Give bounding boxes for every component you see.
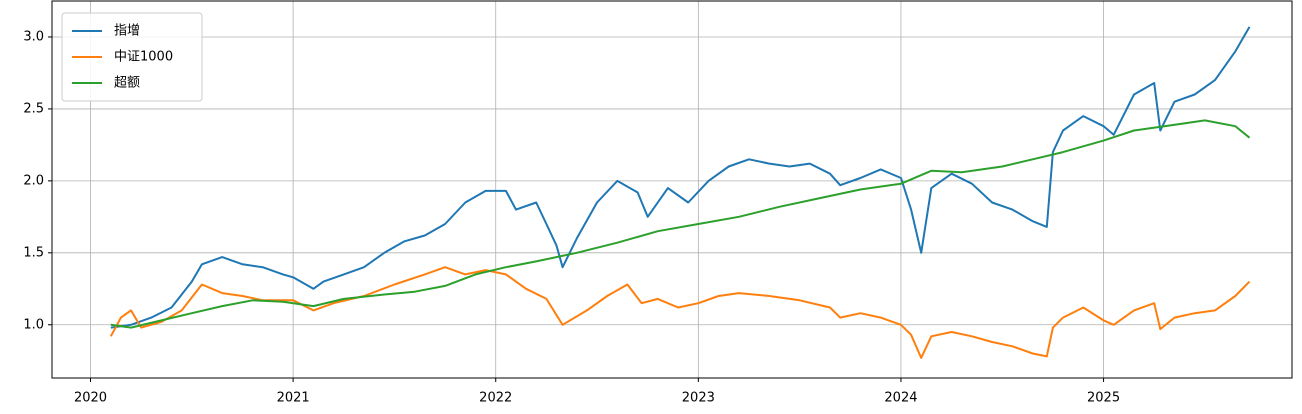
series-line [109,266,1251,359]
y-tick-label: 1.5 [23,245,44,260]
legend-box [61,12,203,102]
legend-label: 中证1000 [114,50,173,65]
x-tick-label: 2021 [277,391,310,406]
series-line [110,26,1251,329]
plot-frame [51,0,1293,379]
legend-label: 超额 [114,76,140,91]
y-tick-label: 2.5 [23,101,44,116]
y-tick-label: 2.0 [23,173,44,188]
y-tick-label: 3.0 [23,29,44,44]
series-line [110,119,1251,329]
legend-label: 指增 [114,24,140,39]
x-tick-label: 2020 [74,391,107,406]
x-tick-label: 2024 [884,391,917,406]
x-tick-label: 2023 [682,391,715,406]
y-tick-label: 1.0 [23,317,44,332]
x-tick-label: 2025 [1087,391,1120,406]
x-tick-label: 2022 [479,391,512,406]
